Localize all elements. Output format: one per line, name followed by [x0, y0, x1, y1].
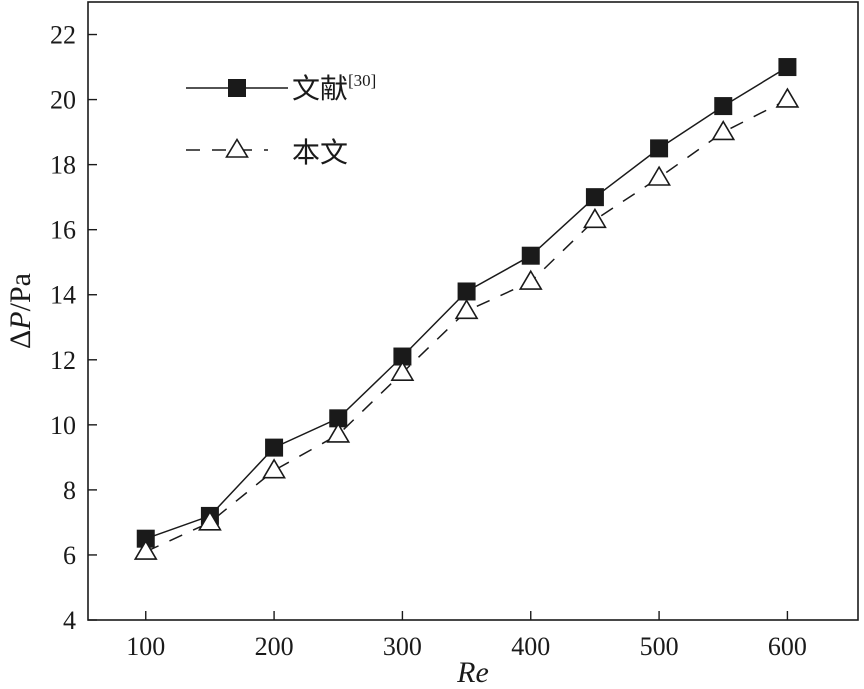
legend-label-series-1-name: 文献 [292, 72, 348, 105]
y-tick-label: 18 [50, 151, 76, 180]
y-tick-label: 4 [63, 606, 76, 635]
plot-frame [87, 1, 859, 621]
x-tick-label: 500 [640, 632, 679, 661]
legend-label-series-1: 文献[30] [292, 71, 376, 105]
series-1-point [265, 438, 284, 457]
series-2-point [262, 458, 286, 479]
series-2-point [583, 207, 607, 229]
series-1-point [457, 282, 476, 301]
series-2-point [326, 422, 351, 443]
x-tick-label: 600 [768, 632, 807, 661]
y-tick-label: 12 [50, 346, 76, 375]
y-tick-label: 10 [50, 411, 76, 440]
series-2-point [390, 360, 415, 381]
series-2-point [198, 510, 222, 531]
series-2-point [133, 539, 158, 560]
series-2-point [518, 269, 543, 290]
series-1-point [136, 529, 155, 548]
legend-marker-series-2 [225, 137, 249, 158]
legend-label-series-2: 本文 [292, 136, 348, 169]
y-tick-label: 6 [63, 541, 76, 570]
y-tick-label: 20 [50, 86, 76, 115]
series-2-point [711, 120, 736, 141]
y-axis-title: ΔP/Pa [4, 273, 37, 349]
series-2-point [647, 165, 671, 186]
series-line-2 [145, 98, 788, 553]
series-1-point [329, 409, 348, 428]
x-tick-label: 100 [126, 632, 165, 661]
y-tick-label: 14 [50, 281, 76, 310]
y-axis-title-unit: /Pa [4, 273, 37, 311]
legend: 文献[30] 本文 [186, 71, 376, 169]
series-1-point [585, 188, 604, 207]
x-tick-label: 400 [511, 632, 550, 661]
series-1-point [650, 139, 669, 158]
x-axis-title: Re [456, 656, 489, 689]
series-1-point [393, 347, 412, 366]
series-1-point [778, 58, 797, 77]
y-axis-title-variable: P [4, 311, 37, 330]
legend-label-series-1-citation: [30] [348, 71, 376, 90]
series-markers [133, 58, 800, 560]
legend-marker-series-1 [228, 79, 246, 97]
y-tick-label: 8 [63, 476, 76, 505]
series-2-point [454, 298, 479, 320]
y-tick-label: 22 [50, 21, 76, 50]
series-2-point [775, 87, 800, 108]
x-tick-label: 300 [383, 632, 422, 661]
x-tick-label: 200 [255, 632, 294, 661]
series-1-point [714, 97, 733, 116]
y-tick-label: 16 [50, 216, 76, 245]
axis-ticks: 100 200 300 400 500 600 4 6 8 10 12 14 16 18 20 22 [50, 21, 807, 661]
series-1-point [521, 246, 540, 265]
y-axis-title-prefix: Δ [4, 330, 37, 349]
